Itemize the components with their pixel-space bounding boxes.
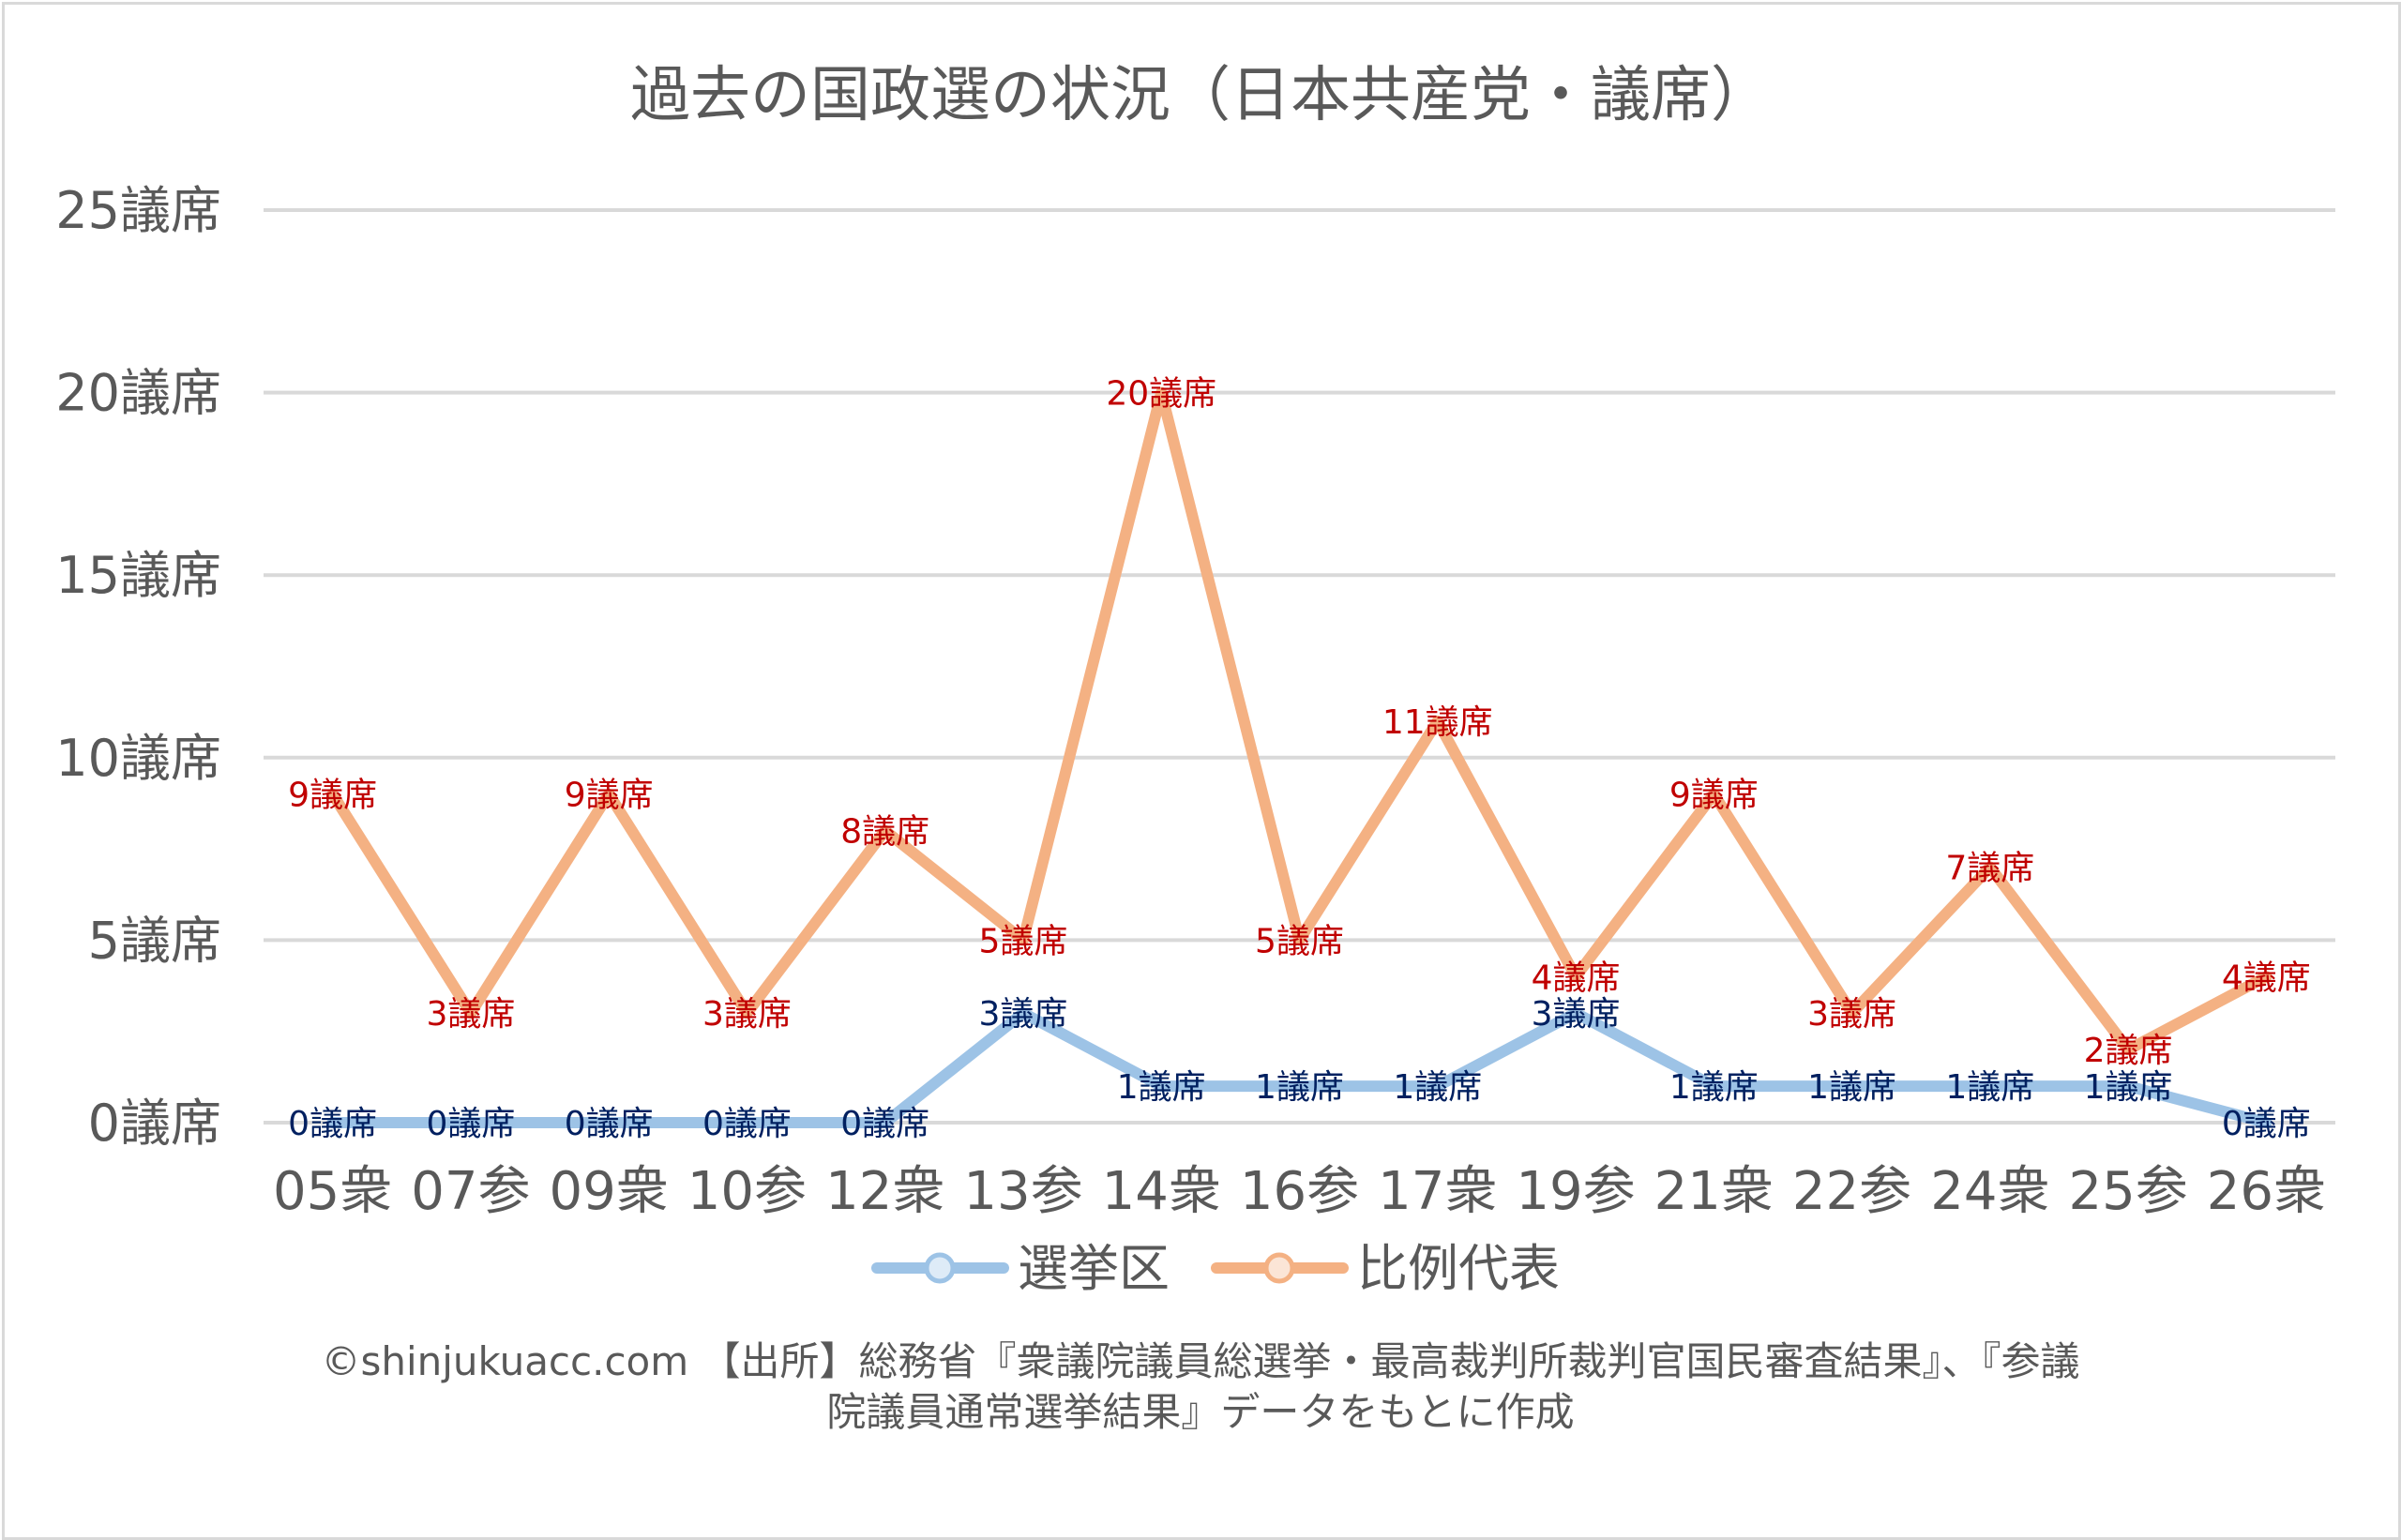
data-label: 1議席 bbox=[1807, 1068, 1896, 1107]
x-tick-label: 19参 bbox=[1516, 1161, 1635, 1222]
data-label: 1議席 bbox=[1945, 1068, 2034, 1107]
series-lines bbox=[326, 386, 2273, 1128]
y-tick-label: 25議席 bbox=[55, 181, 221, 240]
legend-marker bbox=[1263, 1252, 1295, 1284]
x-tick-label: 13参 bbox=[963, 1161, 1082, 1222]
data-label: 1議席 bbox=[1669, 1068, 1759, 1107]
data-label: 20議席 bbox=[1106, 375, 1216, 414]
data-label: 0議席 bbox=[565, 1105, 654, 1143]
data-label: 9議席 bbox=[1669, 777, 1759, 815]
y-tick-label: 0議席 bbox=[88, 1094, 221, 1153]
data-label: 7議席 bbox=[1945, 850, 2034, 888]
x-tick-label: 09衆 bbox=[550, 1161, 669, 1222]
series-line-district bbox=[326, 1007, 2273, 1128]
data-label: 0議席 bbox=[2222, 1105, 2311, 1143]
footer-source-line1: ©shinjukuacc.com 【出所】総務省『衆議院議員総選挙・最高裁判所裁… bbox=[321, 1338, 2079, 1384]
data-label: 9議席 bbox=[288, 777, 377, 815]
footer-source-line2: 院議員通常選挙結果』データをもとに作成 bbox=[826, 1389, 1574, 1435]
legend: 選挙区 比例代表 bbox=[871, 1239, 1560, 1298]
data-labels: 0議席 0議席 0議席 0議席 0議席 3議席 1議席 1議席 1議席 3議席 1議席 1議席 1議席 1… bbox=[288, 375, 2311, 1143]
legend-marker bbox=[924, 1252, 956, 1284]
gridlines bbox=[264, 208, 2335, 1125]
y-tick-label: 10議席 bbox=[55, 729, 221, 788]
x-tick-label: 22参 bbox=[1792, 1161, 1911, 1222]
data-label: 0議席 bbox=[426, 1105, 515, 1143]
data-label: 9議席 bbox=[565, 777, 654, 815]
data-label: 11議席 bbox=[1382, 703, 1493, 742]
data-label: 5議席 bbox=[979, 922, 1068, 960]
data-label: 3議席 bbox=[1807, 995, 1896, 1034]
data-label: 1議席 bbox=[2084, 1068, 2173, 1107]
data-label: 0議席 bbox=[702, 1105, 792, 1143]
x-tick-label: 24衆 bbox=[1930, 1161, 2049, 1222]
x-tick-label: 17衆 bbox=[1378, 1161, 1497, 1222]
data-label: 5議席 bbox=[1255, 922, 1344, 960]
data-label: 1議席 bbox=[1255, 1068, 1344, 1107]
series-line-proportional bbox=[326, 386, 2273, 1056]
x-tick-label: 14衆 bbox=[1102, 1161, 1221, 1222]
legend-label: 比例代表 bbox=[1357, 1239, 1560, 1298]
x-tick-label: 05衆 bbox=[273, 1161, 392, 1222]
x-tick-label: 21衆 bbox=[1654, 1161, 1774, 1222]
data-label: 3議席 bbox=[979, 995, 1068, 1034]
x-tick-label: 26衆 bbox=[2207, 1161, 2326, 1222]
data-label: 3議席 bbox=[1532, 995, 1621, 1034]
y-tick-label: 5議席 bbox=[88, 911, 221, 970]
legend-label: 選挙区 bbox=[1018, 1239, 1170, 1298]
x-tick-label: 12衆 bbox=[825, 1161, 944, 1222]
y-tick-label: 15議席 bbox=[55, 546, 221, 605]
x-tick-label: 25参 bbox=[2068, 1161, 2187, 1222]
data-label: 0議席 bbox=[288, 1105, 377, 1143]
data-label: 3議席 bbox=[702, 995, 792, 1034]
y-axis-labels: 0議席 5議席 10議席 15議席 20議席 25議席 bbox=[55, 181, 221, 1153]
data-label: 4議席 bbox=[2222, 959, 2311, 997]
x-tick-label: 10参 bbox=[687, 1161, 807, 1222]
data-label: 8議席 bbox=[840, 813, 929, 852]
chart-title: 過去の国政選の状況（日本共産党・議席） bbox=[630, 61, 1771, 130]
data-label: 0議席 bbox=[840, 1105, 929, 1143]
data-label: 2議席 bbox=[2084, 1032, 2173, 1070]
data-label: 1議席 bbox=[1393, 1068, 1482, 1107]
y-tick-label: 20議席 bbox=[55, 364, 221, 423]
data-label: 1議席 bbox=[1117, 1068, 1206, 1107]
data-label: 4議席 bbox=[1532, 959, 1621, 997]
x-tick-label: 16参 bbox=[1240, 1161, 1359, 1222]
x-axis-labels: 05衆 07参 09衆 10参 12衆 13参 14衆 16参 17衆 19参 21衆 22参 24衆 2… bbox=[273, 1161, 2326, 1222]
data-label: 3議席 bbox=[426, 995, 515, 1034]
x-tick-label: 07参 bbox=[411, 1161, 530, 1222]
